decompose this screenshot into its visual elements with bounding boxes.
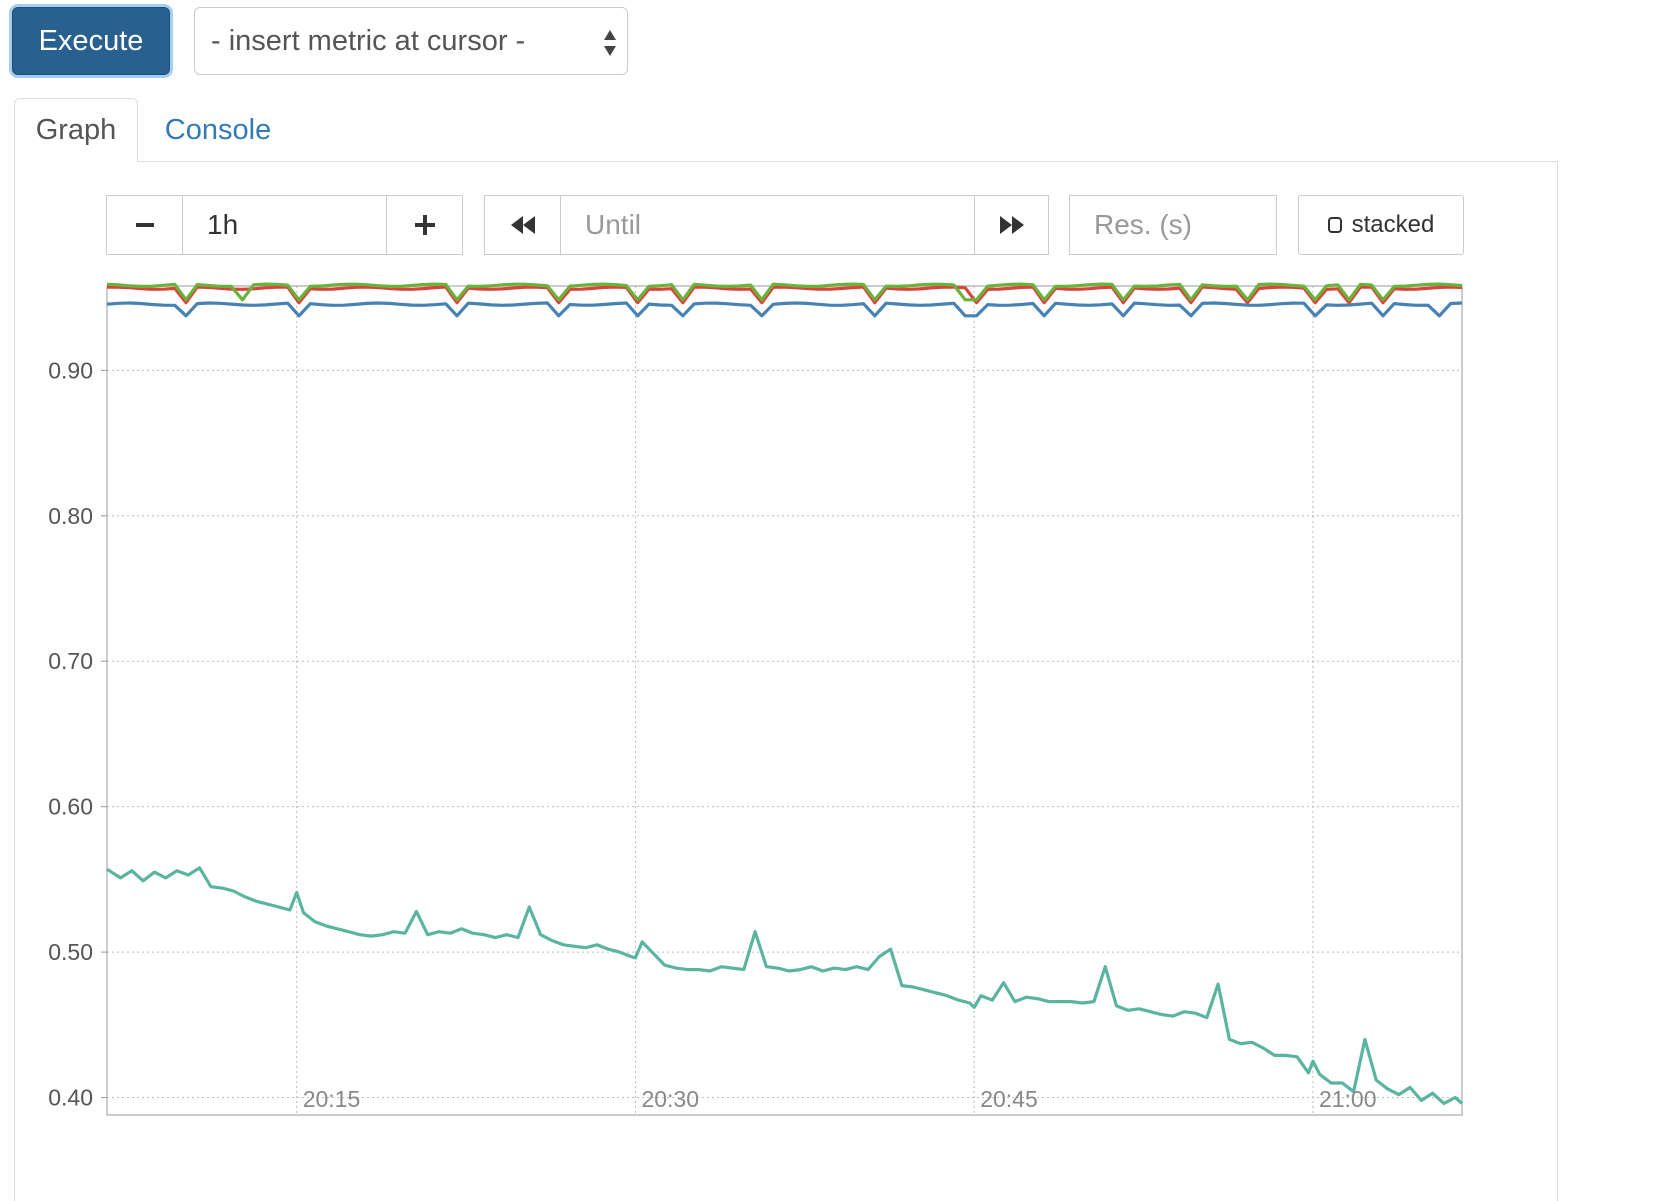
range-plus-button[interactable]	[386, 195, 463, 255]
series-line-0	[106, 301, 1463, 318]
series-line-2	[106, 282, 1463, 302]
minus-icon	[135, 223, 154, 227]
tab-graph[interactable]: Graph	[14, 98, 138, 162]
y-tick-label: 0.50	[48, 939, 93, 965]
backward-icon	[510, 216, 535, 234]
tab-console[interactable]: Console	[164, 113, 272, 146]
y-tick-label: 0.80	[48, 503, 93, 529]
resolution-input[interactable]: Res. (s)	[1069, 195, 1277, 255]
plot-frame	[106, 285, 1463, 1116]
panel-border-right	[1557, 161, 1558, 1201]
plus-icon	[414, 215, 435, 235]
metric-select-value: - insert metric at cursor -	[211, 24, 526, 57]
panel-border-left	[14, 161, 15, 1201]
x-tick-label: 20:15	[303, 1086, 361, 1112]
series-line-1	[106, 285, 1463, 305]
series-line-3	[106, 866, 1464, 1105]
stacked-toggle[interactable]: stacked	[1298, 195, 1464, 255]
time-back-button[interactable]	[484, 195, 561, 255]
range-minus-button[interactable]	[106, 195, 183, 255]
range-input[interactable]: 1h	[182, 195, 387, 255]
y-tick-label: 0.90	[48, 357, 93, 383]
execute-button[interactable]: Execute	[12, 7, 170, 75]
insert-metric-select[interactable]: - insert metric at cursor -	[194, 7, 628, 75]
y-tick-label: 0.40	[48, 1085, 93, 1111]
tabs-divider	[137, 161, 1557, 162]
y-tick-label: 0.70	[48, 648, 93, 674]
x-tick-label: 20:30	[641, 1086, 699, 1112]
forward-icon	[999, 216, 1024, 234]
x-tick-label: 20:45	[980, 1086, 1038, 1112]
until-input[interactable]: Until	[560, 195, 975, 255]
time-forward-button[interactable]	[974, 195, 1049, 255]
y-tick-label: 0.60	[48, 794, 93, 820]
select-arrows-icon	[604, 30, 616, 56]
checkbox-icon	[1327, 217, 1342, 233]
x-tick-label: 21:00	[1319, 1086, 1377, 1112]
stacked-label: stacked	[1351, 211, 1435, 238]
